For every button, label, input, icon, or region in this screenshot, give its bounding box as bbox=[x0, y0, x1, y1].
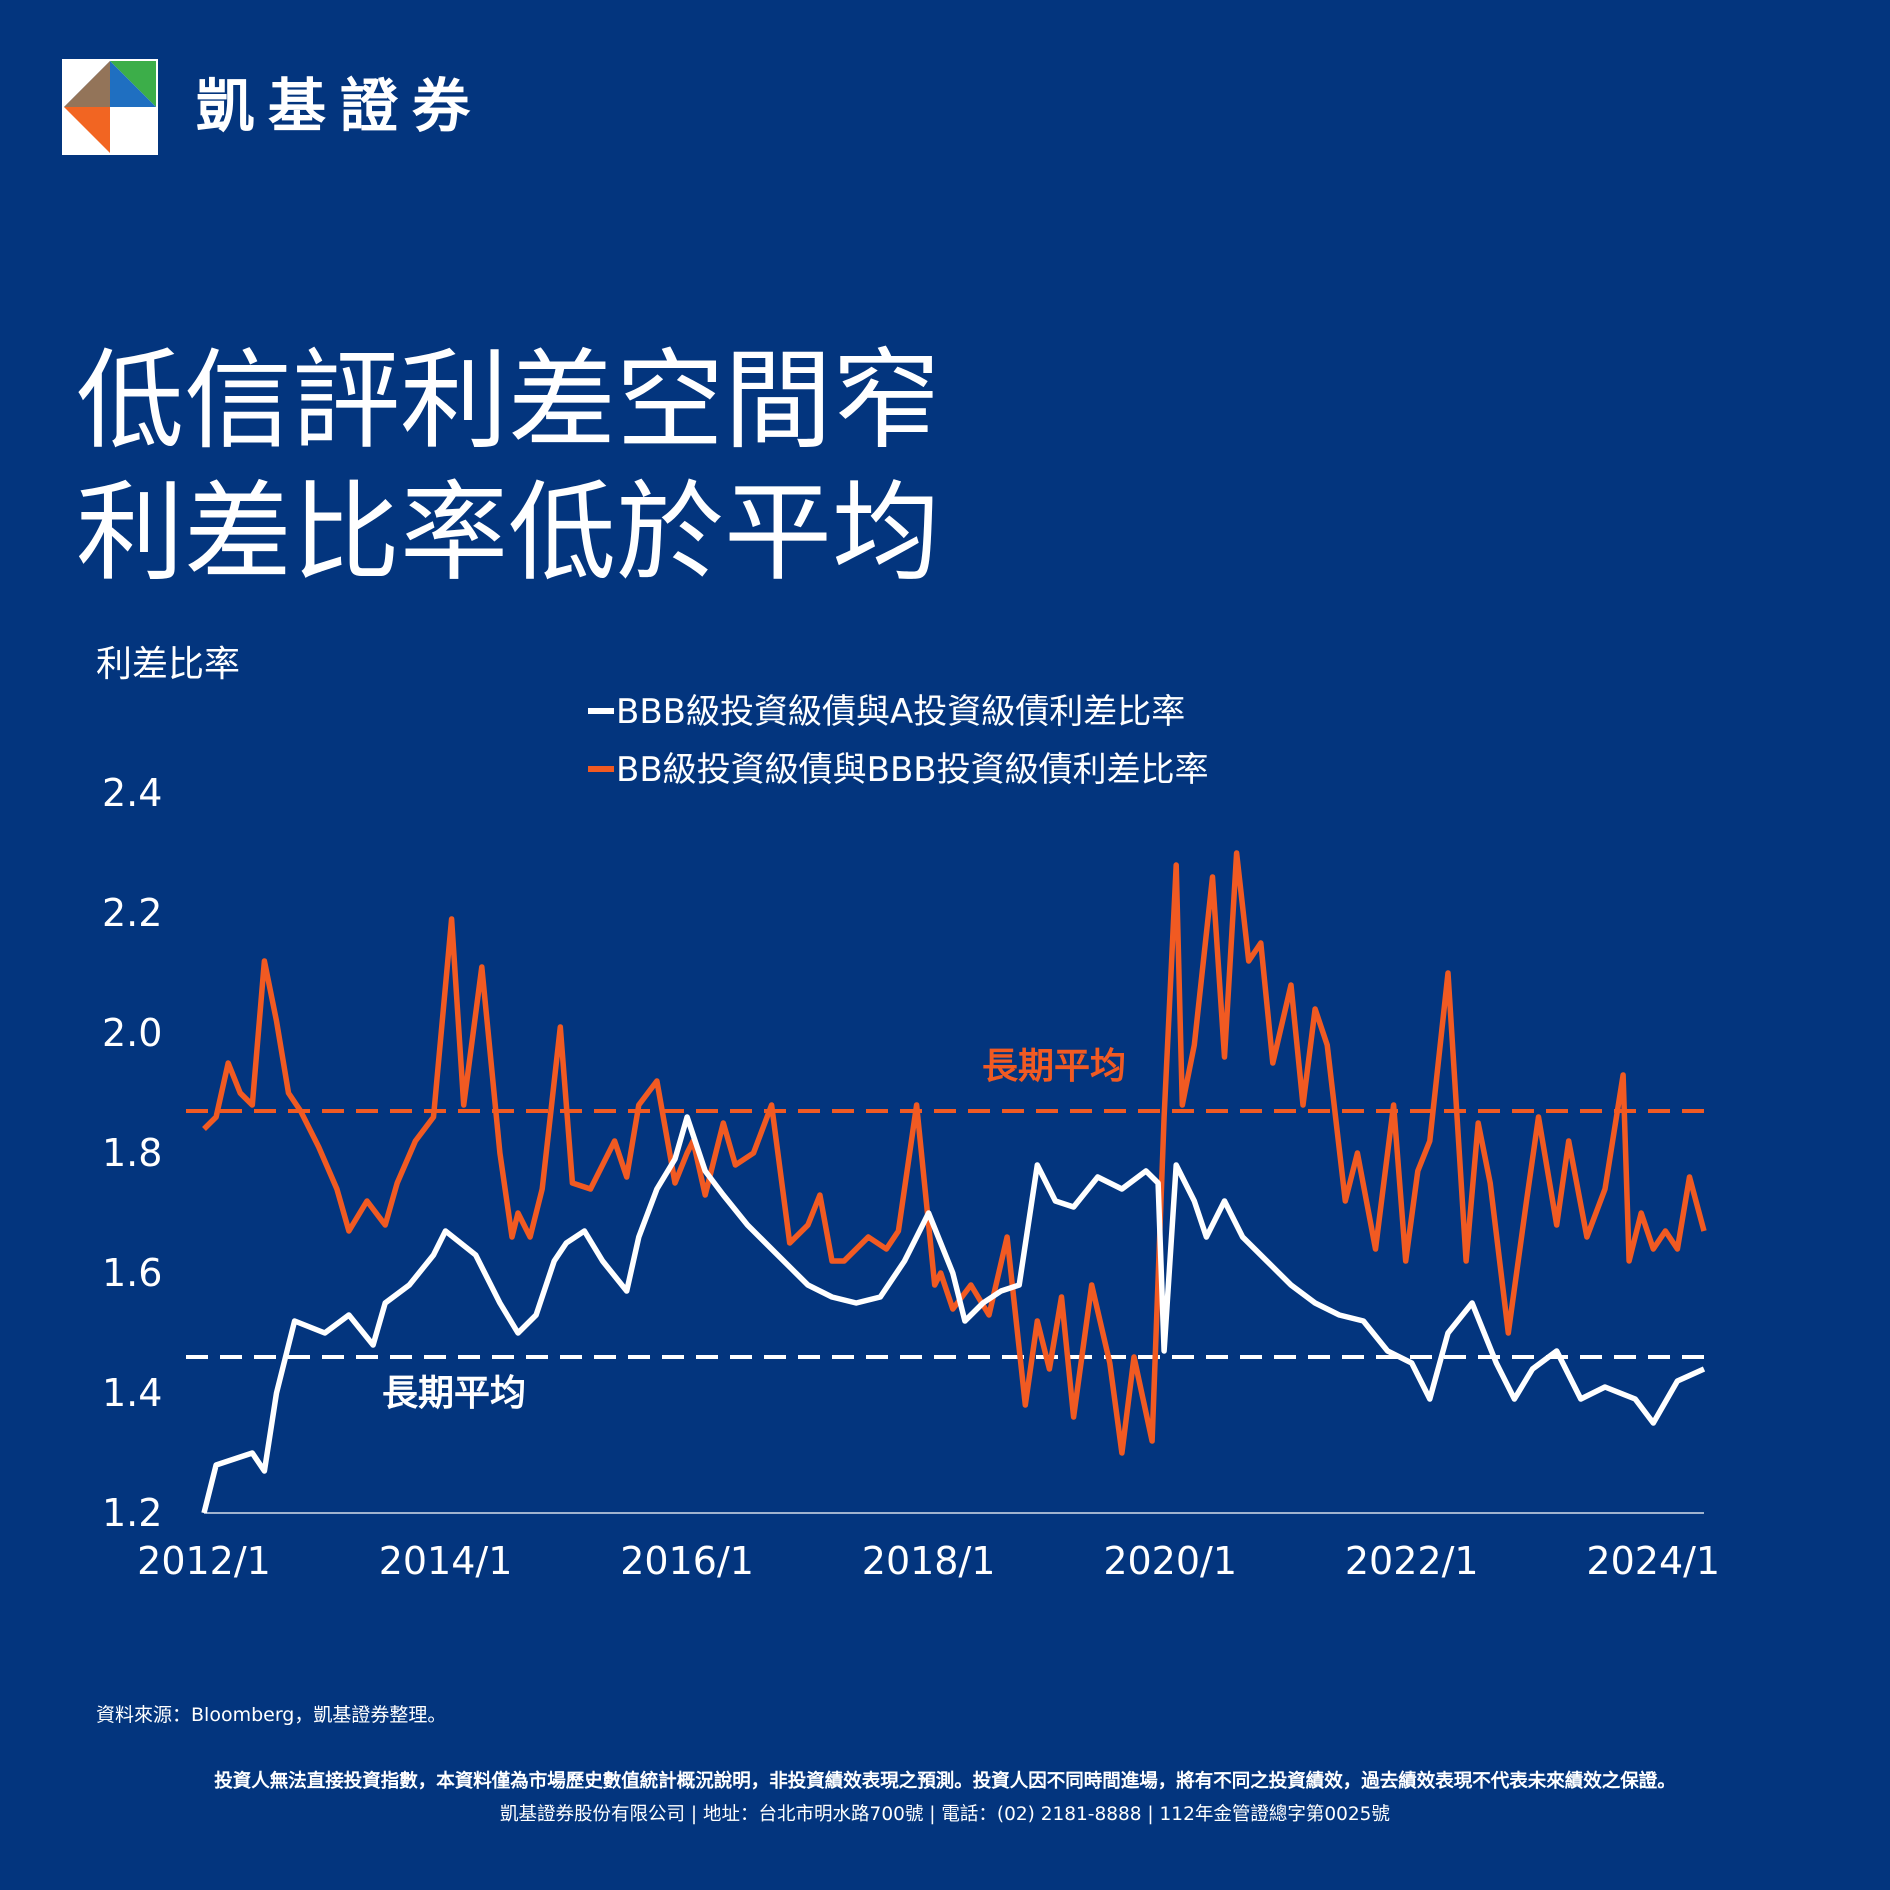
page-title: 低信評利差空間窄 利差比率低於平均 bbox=[76, 336, 940, 600]
x-tick-label: 2014/1 bbox=[379, 1539, 513, 1583]
x-tick-label: 2012/1 bbox=[137, 1539, 271, 1583]
series-line-bbb-a bbox=[201, 1114, 1706, 1514]
y-tick-label: 1.4 bbox=[102, 1371, 162, 1415]
y-tick-label: 2.4 bbox=[102, 771, 162, 815]
brand-name: 凱基證券 bbox=[196, 72, 485, 140]
x-tick-label: 2022/1 bbox=[1345, 1539, 1479, 1583]
title-line-1: 低信評利差空間窄 bbox=[76, 339, 941, 464]
company-info: 凱基證券股份有限公司 | 地址：台北市明水路700號 | 電話：(02) 218… bbox=[500, 1804, 1390, 1825]
y-tick-label: 1.6 bbox=[102, 1251, 162, 1295]
y-axis-label: 利差比率 bbox=[96, 644, 240, 685]
legend-label-bbb-a: BBB級投資級債與A投資級債利差比率 bbox=[616, 692, 1185, 732]
y-tick-label: 2.0 bbox=[102, 1011, 162, 1055]
y-tick-label: 2.2 bbox=[102, 891, 162, 935]
x-tick-label: 2024/1 bbox=[1586, 1539, 1720, 1583]
y-axis-ticks: 1.2 1.4 1.6 1.8 2.0 2.2 2.4 bbox=[102, 771, 162, 1535]
y-tick-label: 1.2 bbox=[102, 1491, 162, 1535]
x-tick-label: 2018/1 bbox=[862, 1539, 996, 1583]
white-average-label: 長期平均 bbox=[382, 1373, 526, 1414]
series-line-bb-bbb bbox=[202, 850, 1707, 1456]
x-tick-label: 2016/1 bbox=[620, 1539, 754, 1583]
orange-average-label: 長期平均 bbox=[982, 1046, 1126, 1087]
kgi-diamond-logo-icon bbox=[62, 59, 158, 155]
title-line-2: 利差比率低於平均 bbox=[76, 471, 941, 596]
y-tick-label: 1.8 bbox=[102, 1131, 162, 1175]
legend-label-bb-bbb: BB級投資級債與BBB投資級債利差比率 bbox=[616, 750, 1209, 790]
legend: BBB級投資級債與A投資級債利差比率 BB級投資級債與BBB投資級債利差比率 bbox=[588, 692, 1209, 790]
data-source-note: 資料來源：Bloomberg，凱基證券整理。 bbox=[96, 1704, 447, 1726]
x-tick-label: 2020/1 bbox=[1103, 1539, 1237, 1583]
spread-ratio-line-chart: 利差比率 BBB級投資級債與A投資級債利差比率 BB級投資級債與BBB投資級債利… bbox=[96, 644, 1720, 1583]
x-axis-ticks: 2012/1 2014/1 2016/1 2018/1 2020/1 2022/1 2024… bbox=[137, 1539, 1720, 1583]
disclaimer: 投資人無法直接投資指數，本資料僅為市場歷史數值統計概況說明，非投資績效表現之預測… bbox=[214, 1771, 1676, 1792]
